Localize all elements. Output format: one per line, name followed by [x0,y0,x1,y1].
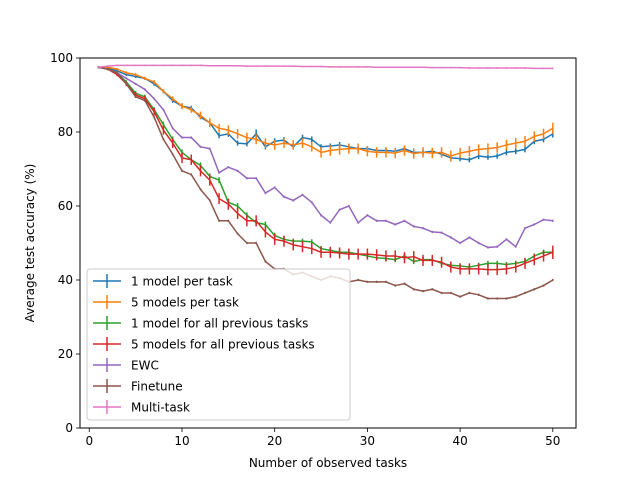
legend: 1 model per task 5 models per task 1 model… [86,268,351,421]
y-tick-label: 60 [58,199,73,213]
x-tick-label: 30 [360,434,375,448]
series-2 [97,66,554,270]
y-tick-label: 100 [50,51,73,65]
series-line [98,66,554,271]
series-line [98,66,553,268]
x-tick-label: 0 [85,434,93,448]
series-line [98,66,553,249]
legend-label: 5 models for all previous tasks [131,338,315,352]
x-tick-label: 50 [545,434,560,448]
legend-entry: Finetune [93,379,183,394]
axes-frame [79,57,577,429]
legend-label: 5 models per task [131,296,239,310]
ticks: 0 10 20 30 40 50 0 20 40 60 80 100 [50,51,560,448]
axes [79,57,577,429]
legend-label: 1 model for all previous tasks [131,317,308,331]
legend-entry: 5 models for all previous tasks [93,337,315,352]
legend-label: Multi-task [131,401,190,415]
y-axis-label: Average test accuracy (%) [23,164,37,323]
y-tick-label: 80 [58,125,73,139]
x-tick-label: 40 [452,434,467,448]
x-tick-label: 20 [267,434,282,448]
legend-label: EWC [131,359,159,373]
legend-label: Finetune [131,380,183,394]
series-3 [97,66,554,276]
x-tick-label: 10 [174,434,189,448]
series-4 [97,66,554,249]
legend-entry: EWC [93,358,159,373]
y-tick-label: 0 [65,421,73,435]
series-line [98,64,553,70]
series-0 [97,66,554,163]
series-1 [97,66,554,162]
legend-label: 1 model per task [131,275,233,289]
legend-entry: 1 model per task [93,274,233,289]
legend-entry: Multi-task [93,400,190,415]
legend-entry: 1 model for all previous tasks [93,316,308,331]
series-6 [97,64,554,70]
legend-entry: 5 models per task [93,295,239,310]
x-axis-label: Number of observed tasks [249,456,407,470]
series-line [98,66,554,157]
y-tick-label: 40 [58,273,73,287]
series-line [98,66,554,161]
plot-area [97,64,554,300]
legend-frame [86,268,351,421]
y-tick-label: 20 [58,347,73,361]
